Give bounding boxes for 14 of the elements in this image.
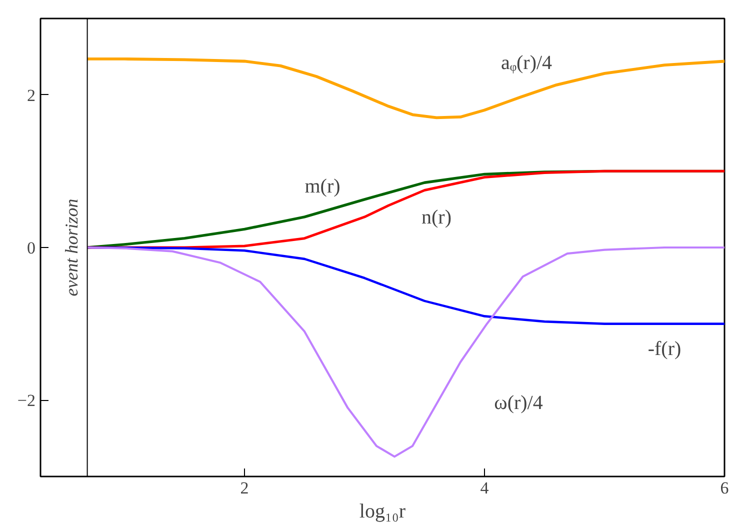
line-series: [86, 246, 724, 458]
y-tick-label: 2: [27, 86, 36, 105]
series-label: aᵩ(r)/4: [500, 52, 552, 74]
x-tick-label: 6: [720, 478, 729, 498]
x-axis-title: log₁₀r: [359, 500, 406, 522]
ref-line-label: event horizon: [61, 198, 82, 296]
series-label: -f(r): [648, 338, 682, 360]
y-tick-label: 0: [27, 238, 36, 258]
series-label: n(r): [422, 206, 452, 229]
series-label: m(r): [304, 176, 340, 198]
x-tick-label: 2: [240, 478, 249, 498]
x-tick-label: 4: [480, 478, 490, 498]
y-tick-label: −2: [17, 391, 36, 410]
text: ω(r)/4: [494, 392, 543, 414]
